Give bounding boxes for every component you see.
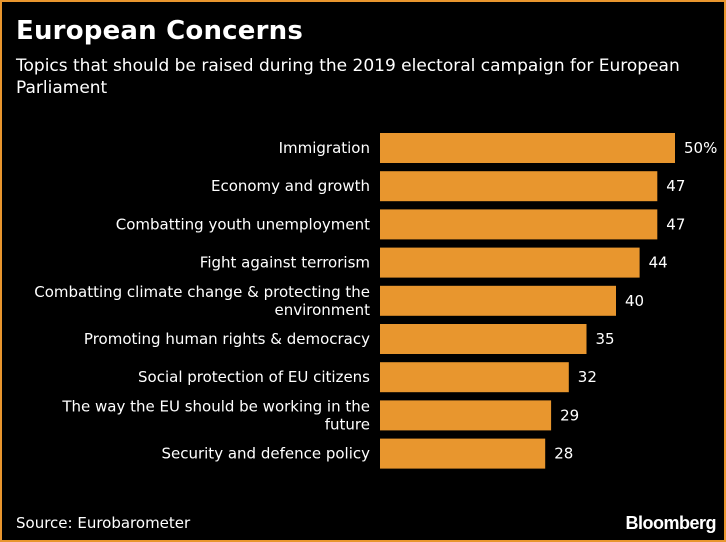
value-label-4: 40 [625, 292, 644, 310]
bar-6 [380, 362, 569, 393]
category-label-2: Combatting youth unemployment [116, 215, 370, 233]
value-label-8: 28 [554, 445, 573, 463]
category-label-4: Combatting climate change & protecting t… [34, 283, 370, 319]
bar-7 [380, 400, 552, 431]
bar-3 [380, 247, 640, 278]
value-label-7: 29 [560, 406, 579, 424]
value-label-5: 35 [596, 330, 615, 348]
category-label-6: Social protection of EU citizens [138, 368, 370, 386]
chart-subtitle: Topics that should be raised during the … [16, 56, 680, 98]
category-label-line: Security and defence policy [161, 445, 370, 463]
category-label-line: environment [274, 301, 370, 319]
category-label-line: Promoting human rights & democracy [84, 330, 370, 348]
category-label-3: Fight against terrorism [200, 254, 370, 272]
bar-8 [380, 438, 546, 469]
category-label-line: Social protection of EU citizens [138, 368, 370, 386]
category-label-line: Economy and growth [211, 177, 370, 195]
chart-title: European Concerns [16, 16, 304, 46]
category-label-line: Combatting climate change & protecting t… [34, 283, 370, 301]
bloomberg-logo: Bloomberg [625, 513, 716, 533]
category-label-8: Security and defence policy [161, 445, 370, 463]
category-label-line: future [325, 415, 370, 433]
bar-4 [380, 285, 616, 316]
category-label-0: Immigration [279, 139, 370, 157]
category-label-7: The way the EU should be working in the f… [61, 397, 370, 433]
bar-2 [380, 209, 658, 240]
category-label-line: The way the EU should be working in the [61, 397, 370, 415]
source-note: Source: Eurobarometer [16, 514, 191, 532]
value-label-0: 50% [684, 139, 717, 157]
bar-1 [380, 171, 658, 202]
category-label-5: Promoting human rights & democracy [84, 330, 370, 348]
category-label-line: Combatting youth unemployment [116, 215, 370, 233]
category-label-1: Economy and growth [211, 177, 370, 195]
category-label-line: Fight against terrorism [200, 254, 370, 272]
category-label-line: Immigration [279, 139, 370, 157]
bar-0 [380, 133, 675, 163]
value-label-3: 44 [649, 254, 668, 272]
value-label-6: 32 [578, 368, 597, 386]
bar-5 [380, 324, 587, 354]
value-label-2: 47 [666, 215, 685, 233]
value-label-1: 47 [666, 177, 685, 195]
